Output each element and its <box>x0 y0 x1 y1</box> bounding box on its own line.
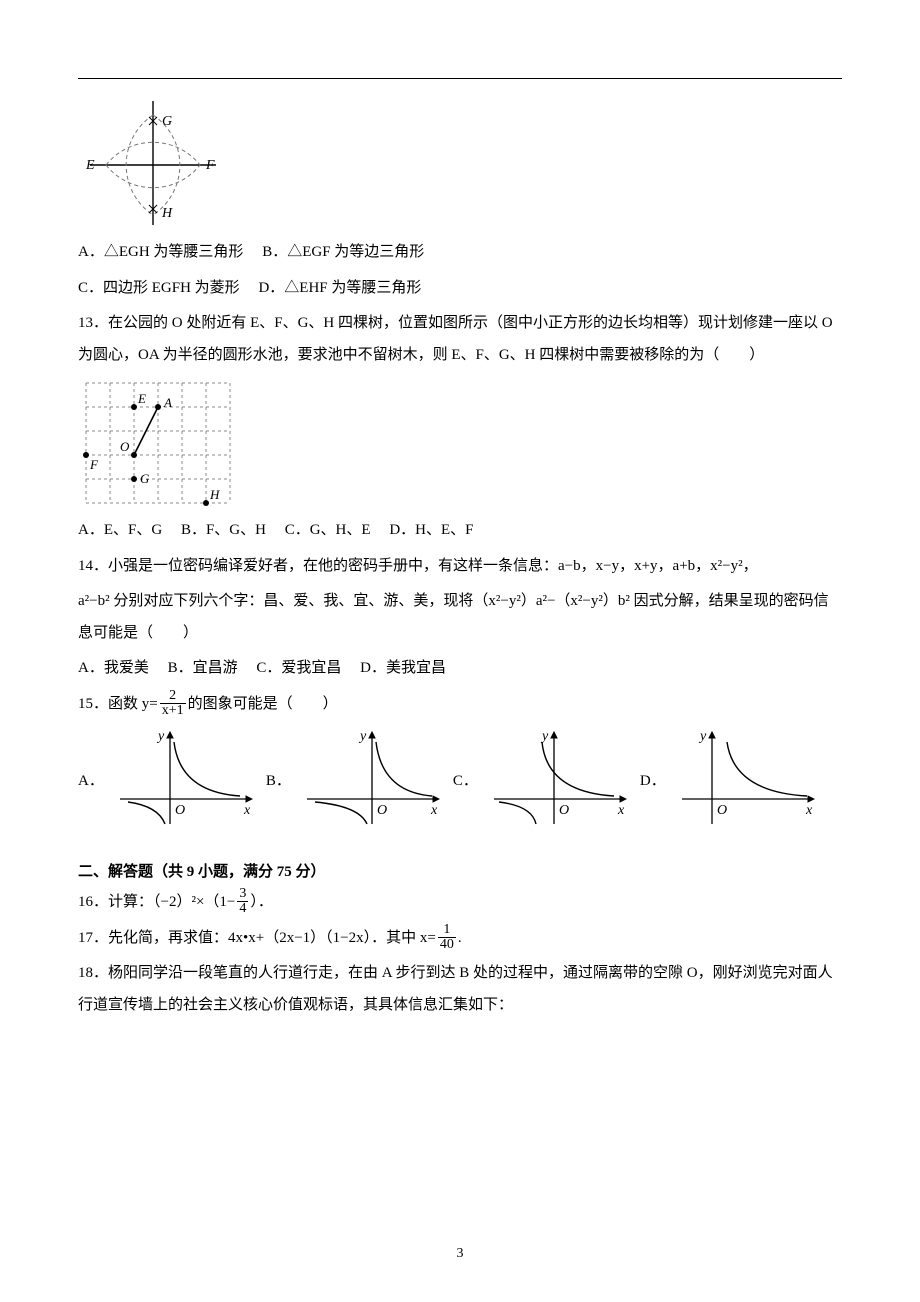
q13-figure: E A O F G H <box>78 375 238 511</box>
q16-frac-num: 3 <box>237 887 248 902</box>
q15-stem-suffix: 的图象可能是（ ） <box>188 696 338 712</box>
q15-a-o: O <box>175 803 185 818</box>
q15-opt-c-label: C． <box>453 769 478 790</box>
q12-label-h: H <box>161 206 173 221</box>
q15-graph-d: x y O <box>672 724 822 834</box>
q18-text: 18．杨阳同学沿一段笔直的人行道行走，在由 A 步行到达 B 处的过程中，通过隔… <box>78 958 842 1021</box>
q15-opt-a-label: A． <box>78 769 104 790</box>
q13-label-o: O <box>120 439 130 454</box>
q15-b-y: y <box>358 729 367 744</box>
q15-c-x: x <box>617 803 625 818</box>
q13-opt-c: C．G、H、E <box>285 522 371 538</box>
q15-opt-b-label: B． <box>266 769 291 790</box>
q12-opt-a: A．△EGH 为等腰三角形 <box>78 244 243 260</box>
q17: 17．先化简，再求值：4x•x+（2x−1）（1−2x）．其中 x=140. <box>78 923 842 955</box>
q13-opt-b: B．F、G、H <box>181 522 266 538</box>
q13-stem: 13．在公园的 O 处附近有 E、F、G、H 四棵树，位置如图所示（图中小正方形… <box>78 308 842 371</box>
q15-graph-b: x y O <box>297 724 447 834</box>
q15-d-o: O <box>717 803 727 818</box>
q12-label-f: F <box>205 158 215 173</box>
q12-opt-c: C．四边形 EGFH 为菱形 <box>78 280 240 296</box>
q16-frac-den: 4 <box>237 902 248 916</box>
section-2-title: 二、解答题（共 9 小题，满分 75 分） <box>78 860 842 881</box>
q15-options-row: A． x y O B． x <box>78 724 842 834</box>
q17-prefix: 17．先化简，再求值：4x•x+（2x−1）（1−2x）．其中 x= <box>78 930 436 946</box>
q15-b-x: x <box>430 803 438 818</box>
q13-opt-a: A．E、F、G <box>78 522 162 538</box>
q15-frac-num: 2 <box>160 689 186 704</box>
q12-opt-d: D．△EHF 为等腰三角形 <box>258 280 421 296</box>
q13-label-g: G <box>140 471 150 486</box>
q15-b-o: O <box>377 803 387 818</box>
q14-opt-d: D．美我宜昌 <box>360 660 446 676</box>
q16-prefix: 16．计算：（−2）²×（1− <box>78 894 235 910</box>
q12-label-g: G <box>162 114 172 129</box>
q13-label-e: E <box>137 391 146 406</box>
q17-suffix: . <box>458 930 462 946</box>
q16: 16．计算：（−2）²×（1−34）． <box>78 887 842 919</box>
q12-label-e: E <box>85 158 95 173</box>
q15-opt-d-label: D． <box>640 769 666 790</box>
q16-suffix: ）． <box>250 894 273 910</box>
q15-d-y: y <box>698 729 707 744</box>
q17-frac-den: 40 <box>438 938 456 952</box>
q14-opt-a: A．我爱美 <box>78 660 149 676</box>
q13-label-f: F <box>89 457 99 472</box>
q13-label-a: A <box>163 395 172 410</box>
q14-stem-2: a²−b² 分别对应下列六个字：昌、爱、我、宜、游、美，现将（x²−y²）a²−… <box>78 586 842 649</box>
q14-opt-b: B．宜昌游 <box>168 660 238 676</box>
page-number: 3 <box>0 1246 920 1262</box>
q15-c-o: O <box>559 803 569 818</box>
q12-figure: E F G H <box>78 93 228 233</box>
q15-stem-prefix: 15．函数 y= <box>78 696 158 712</box>
q15-d-x: x <box>805 803 813 818</box>
q17-frac-num: 1 <box>438 923 456 938</box>
q14-stem-1: 14．小强是一位密码编译爱好者，在他的密码手册中，有这样一条信息：a−b，x−y… <box>78 551 842 583</box>
q12-opt-b: B．△EGF 为等边三角形 <box>262 244 424 260</box>
q13-label-h: H <box>209 487 220 502</box>
q15-graph-c: x y O <box>484 724 634 834</box>
q13-opt-d: D．H、E、F <box>389 522 473 538</box>
q15-a-y: y <box>156 729 165 744</box>
q14-opt-c: C．爱我宜昌 <box>256 660 341 676</box>
q15-a-x: x <box>243 803 251 818</box>
q15-c-y: y <box>540 729 549 744</box>
q15-graph-a: x y O <box>110 724 260 834</box>
q15-frac-den: x+1 <box>160 704 186 718</box>
q15-stem: 15．函数 y=2x+1的图象可能是（ ） <box>78 689 842 721</box>
